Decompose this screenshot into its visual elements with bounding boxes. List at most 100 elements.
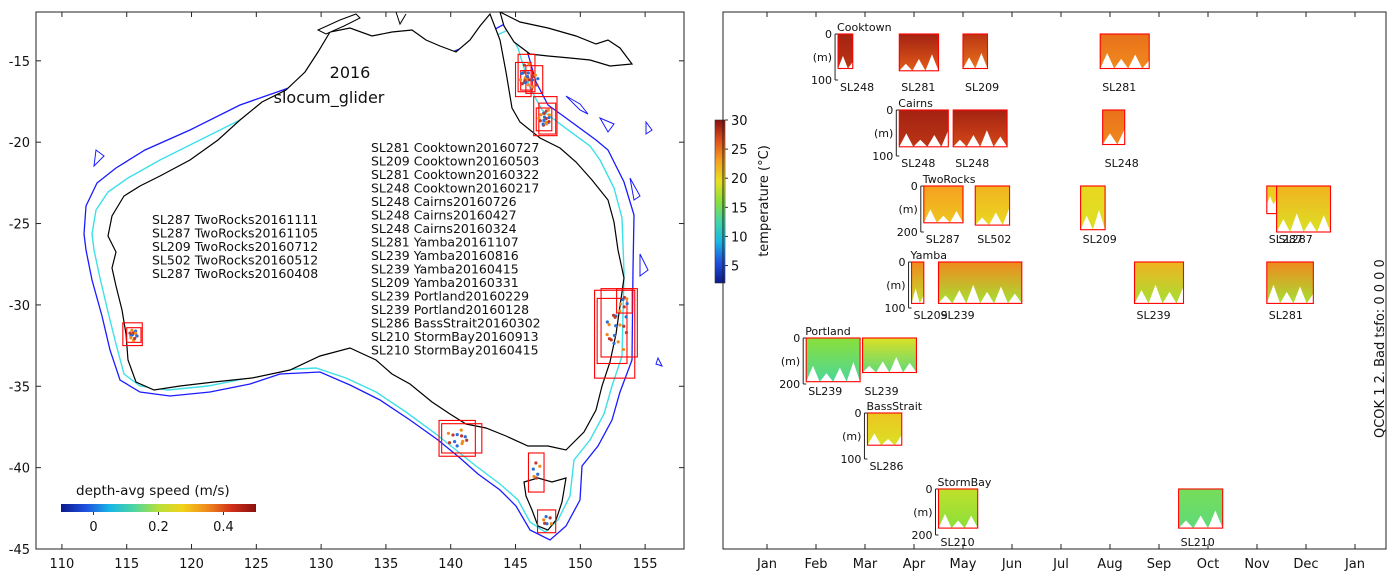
glider-segment-box xyxy=(1102,109,1126,146)
timeline-x-tick-label: Nov xyxy=(1244,557,1270,572)
glider-segment-box xyxy=(937,488,979,529)
timeline-x-axis: Jan Feb Mar Apr May Jun Jul Aug Sep Oct Nov Dec Jan xyxy=(756,12,1365,572)
track-point xyxy=(463,435,467,439)
glider-profile-segment xyxy=(1266,262,1314,304)
glider-segment-box xyxy=(866,412,903,446)
track-point xyxy=(622,295,627,300)
deployment-entry-east: SL239 Portland20160128 xyxy=(371,302,529,317)
glider-id-label: SL281 xyxy=(1102,81,1136,94)
track-point xyxy=(542,518,546,522)
site-name-label: Portland xyxy=(805,325,851,338)
glider-profile-segment xyxy=(923,186,963,223)
timeline-x-tick-label: Dec xyxy=(1293,557,1318,572)
glider-profile-segment xyxy=(1266,186,1277,205)
track-point xyxy=(532,474,536,479)
site-y-tick-label: 0 xyxy=(793,332,800,345)
map-y-tick-label: -45 xyxy=(9,543,30,558)
timeline-x-tick-label: Jan xyxy=(756,557,777,572)
track-point xyxy=(531,74,535,79)
glider-profile-segment xyxy=(1134,262,1184,304)
glider-profile-segment xyxy=(806,338,861,382)
glider-segment-box xyxy=(962,33,989,70)
track-point xyxy=(622,324,626,328)
temperature-colorbar-tick-label: 25 xyxy=(731,143,748,158)
deployment-entry-west: SL502 TwoRocks20160512 xyxy=(152,253,318,268)
site-name-label: Yamba xyxy=(910,249,947,262)
deployment-entry-east: SL209 Cooktown20160503 xyxy=(371,154,539,169)
glider-segment-box xyxy=(952,109,1008,148)
track-point xyxy=(460,441,464,446)
track-point xyxy=(526,71,530,75)
new-guinea-coastline xyxy=(499,12,634,67)
speed-colorbar-ticks: 0 0.2 0.4 xyxy=(89,512,234,535)
track-point xyxy=(134,331,138,335)
site-y-unit-label: (m) xyxy=(842,430,861,443)
track-point xyxy=(625,302,629,306)
timeline-site-panels: Cooktown 0 100 (m) SL248 SL281 SL209 SL281 Cairn… xyxy=(779,21,1332,549)
deployment-entry-west: SL287 TwoRocks20160408 xyxy=(152,266,318,281)
deployment-box xyxy=(517,53,536,93)
glider-segment-box xyxy=(837,33,854,70)
timeline-panel: Jan Feb Mar Apr May Jun Jul Aug Sep Oct Nov Dec Jan … xyxy=(722,11,1388,572)
track-point xyxy=(548,516,552,520)
timeline-axes-frame xyxy=(722,11,1387,550)
glider-profile-segment xyxy=(899,34,939,71)
site-y-tick-label: 100 xyxy=(885,302,906,315)
map-y-tick-label: -30 xyxy=(9,299,30,314)
glider-profile-segment xyxy=(1080,186,1106,230)
site-y-tick-label: 200 xyxy=(912,529,933,542)
site-y-tick-label: 0 xyxy=(899,256,906,269)
track-point xyxy=(527,62,531,66)
map-x-tick-label: 140 xyxy=(438,557,463,572)
map-y-tick-label: -15 xyxy=(9,55,30,70)
speed-colorbar: depth-avg speed (m/s) 0 0.2 0.4 xyxy=(61,483,256,535)
glider-tracks xyxy=(128,62,629,526)
site-y-tick-label: 0 xyxy=(886,104,893,117)
glider-id-label: SL281 xyxy=(901,81,935,94)
glider-segment-box xyxy=(937,261,1023,304)
deployment-box xyxy=(533,96,558,137)
track-point xyxy=(536,472,540,476)
track-point xyxy=(525,75,530,79)
timeline-x-tick-label: Feb xyxy=(804,557,827,572)
map-y-tick-label: -40 xyxy=(9,462,30,477)
track-point xyxy=(465,438,469,442)
glider-segment-box xyxy=(861,337,917,374)
track-point xyxy=(624,330,629,335)
track-point xyxy=(519,71,524,76)
site-name-label: Cairns xyxy=(898,97,933,110)
glider-segment-box xyxy=(1178,488,1224,529)
glider-segment-box xyxy=(805,337,861,383)
track-point xyxy=(607,323,611,327)
site-y-tick-label: 200 xyxy=(897,226,918,239)
track-point xyxy=(527,78,531,82)
deployment-box xyxy=(122,322,143,347)
track-point xyxy=(534,461,538,465)
site-y-tick-label: 0 xyxy=(926,483,933,496)
site-y-unit-label: (m) xyxy=(913,506,932,519)
deployment-box xyxy=(537,509,557,534)
timeline-x-tick-label: Jan xyxy=(1344,557,1365,572)
glider-profile-segment xyxy=(953,110,1008,147)
temperature-colorbar-gradient xyxy=(715,120,725,283)
glider-profile-segment xyxy=(938,489,978,529)
glider-profile-segment xyxy=(838,34,853,69)
map-x-tick-label: 135 xyxy=(374,557,399,572)
glider-profile-segment xyxy=(867,413,902,446)
track-point xyxy=(130,328,134,332)
map-y-tick-label: -35 xyxy=(9,380,30,395)
glider-id-label: SL239 xyxy=(808,385,842,398)
site-y-tick-label: 100 xyxy=(872,150,893,163)
temperature-colorbar-tick-label: 20 xyxy=(731,172,748,187)
track-point xyxy=(459,428,463,432)
deployment-entry-east: SL209 Yamba20160331 xyxy=(371,275,519,290)
site-name-label: BassStrait xyxy=(866,400,922,413)
timeline-x-tick-label: Jul xyxy=(1052,557,1069,572)
track-point xyxy=(538,119,542,123)
track-point xyxy=(133,336,137,341)
track-point xyxy=(544,117,548,121)
map-x-tick-label: 130 xyxy=(309,557,334,572)
timor-coastline xyxy=(316,13,361,35)
deployment-entry-east: SL281 Yamba20161107 xyxy=(371,235,519,250)
